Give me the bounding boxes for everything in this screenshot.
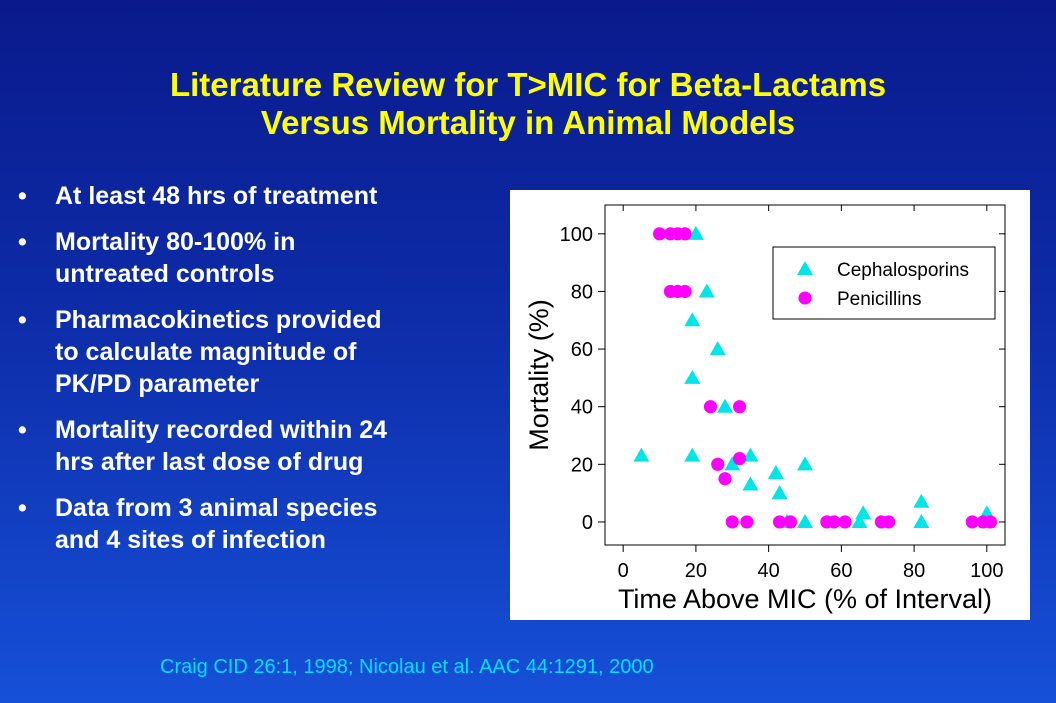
bullet-dot: •: [18, 228, 27, 256]
y-tick-label: 60: [571, 339, 593, 361]
cephalosporin-point: [684, 312, 701, 327]
y-tick-label: 80: [571, 281, 593, 303]
bullet-line: hrs after last dose of drug: [55, 448, 364, 476]
bullet-list: • At least 48 hrs of treatment • Mortality …: [18, 180, 498, 570]
x-tick-label: 40: [758, 560, 780, 582]
legend-box: [772, 246, 996, 320]
y-tick-label: 0: [582, 512, 593, 534]
bullet-line: Data from 3 animal species: [55, 494, 378, 522]
cephalosporin-point: [797, 513, 813, 528]
cephalosporin-point: [767, 464, 784, 479]
citation: Craig CID 26:1, 1998; Nicolau et al. AAC…: [160, 656, 654, 678]
penicillin-point: [838, 515, 852, 529]
penicillin-point: [827, 515, 841, 529]
cephalosporin-point: [684, 369, 701, 384]
y-tick-label: 20: [571, 454, 593, 476]
x-tick-label: 20: [685, 560, 707, 582]
bullet-dot: •: [18, 416, 27, 444]
bullet-line: untreated controls: [55, 260, 275, 288]
cephalosporin-point: [913, 493, 930, 508]
bullet-line: to calculate magnitude of: [55, 338, 357, 366]
bullet-item: • Pharmacokinetics provided to calculate m…: [18, 304, 498, 400]
cephalosporin-point: [724, 456, 741, 471]
penicillin-point: [732, 451, 747, 466]
cephalosporin-point: [913, 513, 930, 528]
penicillin-point: [725, 515, 739, 529]
penicillin-point: [703, 400, 718, 414]
penicillin-point: [740, 515, 754, 529]
cephalosporin-point: [698, 283, 715, 298]
penicillin-point: [983, 515, 998, 529]
bullet-item: • At least 48 hrs of treatment: [18, 180, 498, 212]
slide-title: Literature Review for T>MIC for Beta-Lac…: [0, 66, 1056, 142]
penicillin-point: [711, 457, 725, 471]
penicillin-point: [783, 515, 798, 529]
bullet-line: Pharmacokinetics provided: [55, 306, 382, 334]
bullet-item: • Mortality 80-100% in untreated controls: [18, 226, 498, 290]
y-tick-label: 100: [560, 224, 593, 246]
penicillin-point: [772, 515, 787, 529]
x-tick-label: 80: [903, 560, 925, 582]
y-tick-label: 40: [571, 397, 593, 419]
penicillin-point: [678, 227, 692, 241]
cephalosporin-point: [742, 447, 759, 462]
y-axis-label: Mortality (%): [524, 299, 554, 451]
x-tick-label: 0: [618, 560, 629, 582]
penicillin-point: [882, 515, 896, 529]
legend-label: Cephalosporins: [837, 260, 969, 281]
cephalosporin-point: [717, 398, 733, 413]
x-tick-label: 100: [970, 560, 1003, 582]
cephalosporin-point: [771, 485, 788, 500]
cephalosporin-point: [709, 341, 726, 356]
bullet-dot: •: [18, 494, 27, 522]
title-line-2: Versus Mortality in Animal Models: [260, 104, 796, 141]
cephalosporin-point: [687, 225, 704, 240]
bullet-dot: •: [18, 182, 27, 210]
bullet-item: • Data from 3 animal species and 4 sites o…: [18, 492, 498, 556]
cephalosporin-point: [855, 505, 872, 520]
penicillin-point: [652, 227, 667, 241]
cephalosporin-point: [633, 447, 650, 462]
bullet-item: • Mortality recorded within 24 hrs after l…: [18, 414, 498, 478]
cephalosporin-point: [851, 513, 868, 528]
cephalosporin-point: [684, 447, 701, 462]
plot-frame: [604, 204, 1006, 546]
bullet-line: PK/PD parameter: [55, 370, 260, 398]
cephalosporin-point: [797, 456, 813, 471]
legend-circle-icon: [798, 291, 812, 305]
penicillin-point: [965, 515, 979, 529]
bullet-dot: •: [18, 306, 27, 334]
cephalosporin-point: [742, 476, 759, 491]
legend-triangle-icon: [797, 261, 813, 275]
penicillin-point: [678, 284, 692, 299]
x-tick-label: 60: [830, 560, 852, 582]
bullet-line: At least 48 hrs of treatment: [55, 182, 378, 210]
legend-label: Penicillins: [837, 289, 921, 310]
bullet-line: and 4 sites of infection: [55, 526, 326, 554]
penicillin-point: [732, 400, 747, 414]
title-line-1: Literature Review for T>MIC for Beta-Lac…: [169, 66, 887, 103]
bullet-line: Mortality recorded within 24: [55, 416, 388, 444]
penicillin-point: [718, 472, 732, 486]
bullet-line: Mortality 80-100% in: [55, 228, 296, 256]
x-axis-label: Time Above MIC (% of Interval): [618, 584, 992, 614]
